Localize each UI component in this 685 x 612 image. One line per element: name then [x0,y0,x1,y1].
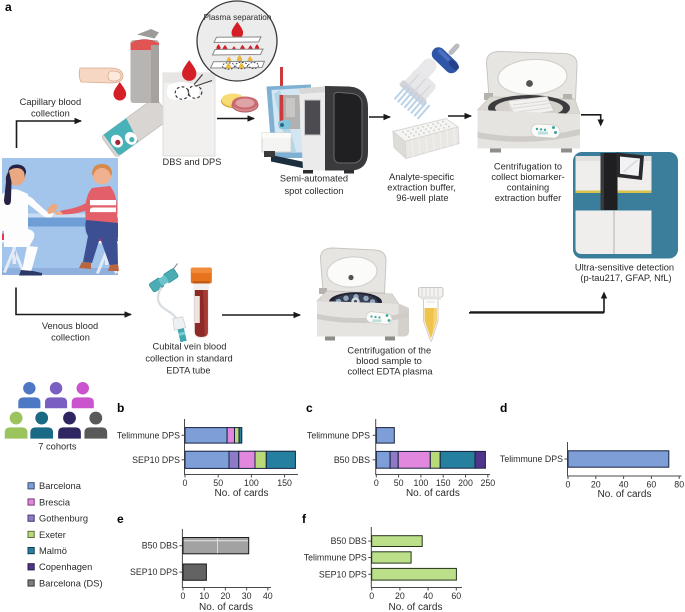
svg-text:SEP10 DPS: SEP10 DPS [132,455,180,465]
svg-text:containing: containing [507,183,549,193]
svg-text:extraction buffer,: extraction buffer, [387,183,456,193]
svg-text:b: b [117,401,124,415]
svg-text:50: 50 [394,478,404,488]
svg-text:Telimmune DPS: Telimmune DPS [117,430,180,440]
svg-text:20: 20 [395,591,405,601]
svg-text:0: 0 [181,591,186,601]
svg-text:0: 0 [183,478,188,488]
svg-text:collection: collection [31,109,70,119]
svg-text:collect biomarker-: collect biomarker- [491,172,564,182]
svg-text:40: 40 [263,591,273,601]
svg-text:No. of cards: No. of cards [199,602,253,612]
svg-text:a: a [5,0,12,14]
svg-text:Telimmune DPS: Telimmune DPS [304,553,367,563]
svg-text:Semi-automated: Semi-automated [280,174,348,184]
svg-text:Centrifugation of the: Centrifugation of the [347,346,431,356]
svg-text:B50 DBS: B50 DBS [331,536,367,546]
svg-text:Exeter: Exeter [39,530,66,540]
svg-text:No. of cards: No. of cards [389,602,443,612]
svg-text:No. of cards: No. of cards [598,489,652,500]
svg-text:f: f [302,512,307,526]
svg-text:e: e [117,512,124,526]
svg-text:40: 40 [423,591,433,601]
svg-text:EDTA tube: EDTA tube [166,365,210,375]
svg-text:B50 DBS: B50 DBS [334,455,370,465]
svg-text:100: 100 [244,478,259,488]
svg-text:7 cohorts: 7 cohorts [38,442,77,452]
svg-text:extraction buffer: extraction buffer [495,193,562,203]
svg-text:Telimmune DPS: Telimmune DPS [500,454,563,464]
svg-text:Plasma separation: Plasma separation [204,13,272,22]
svg-text:Malmö: Malmö [39,546,67,556]
svg-text:Barcelona (DS): Barcelona (DS) [39,578,103,588]
svg-text:200: 200 [458,478,473,488]
svg-text:Cubital vein blood: Cubital vein blood [153,342,227,352]
svg-text:0: 0 [374,478,379,488]
svg-text:Analyte-specific: Analyte-specific [389,172,454,182]
svg-text:c: c [306,401,313,415]
svg-text:Telimmune DPS: Telimmune DPS [307,430,370,440]
svg-text:B50 DBS: B50 DBS [142,541,178,551]
svg-text:Brescia: Brescia [39,497,71,507]
svg-text:0: 0 [369,591,374,601]
svg-text:150: 150 [277,478,292,488]
svg-text:96-well plate: 96-well plate [396,193,448,203]
svg-text:No. of cards: No. of cards [215,488,269,499]
svg-text:collection in standard: collection in standard [145,353,232,363]
svg-text:DBS and DPS: DBS and DPS [163,157,222,167]
svg-text:40: 40 [619,480,629,490]
svg-text:80: 80 [674,480,684,490]
svg-text:Capillary blood: Capillary blood [20,97,82,107]
svg-text:collection: collection [51,333,90,343]
svg-text:SEP10 DPS: SEP10 DPS [319,569,367,579]
svg-text:50: 50 [213,478,223,488]
svg-text:10: 10 [199,591,209,601]
svg-text:Ultra-sensitive detection: Ultra-sensitive detection [575,263,674,273]
svg-text:(p-tau217, GFAP, NfL): (p-tau217, GFAP, NfL) [580,273,671,283]
svg-text:spot collection: spot collection [285,186,344,196]
svg-text:d: d [500,401,507,415]
svg-text:SEP10 DPS: SEP10 DPS [130,567,178,577]
svg-text:60: 60 [451,591,461,601]
svg-text:No. of cards: No. of cards [406,488,460,499]
svg-text:Centrifugation to: Centrifugation to [494,162,562,172]
svg-text:60: 60 [647,480,657,490]
svg-text:Gothenburg: Gothenburg [39,514,88,524]
svg-text:250: 250 [480,478,495,488]
svg-text:Barcelona: Barcelona [39,481,82,491]
svg-text:collect EDTA plasma: collect EDTA plasma [347,367,433,377]
svg-text:Copenhagen: Copenhagen [39,562,92,572]
svg-text:20: 20 [591,480,601,490]
svg-text:Venous blood: Venous blood [42,321,98,331]
svg-text:20: 20 [221,591,231,601]
svg-text:30: 30 [242,591,252,601]
svg-text:0: 0 [566,480,571,490]
svg-text:150: 150 [436,478,451,488]
svg-text:100: 100 [414,478,429,488]
svg-text:blood sample to: blood sample to [356,356,422,366]
